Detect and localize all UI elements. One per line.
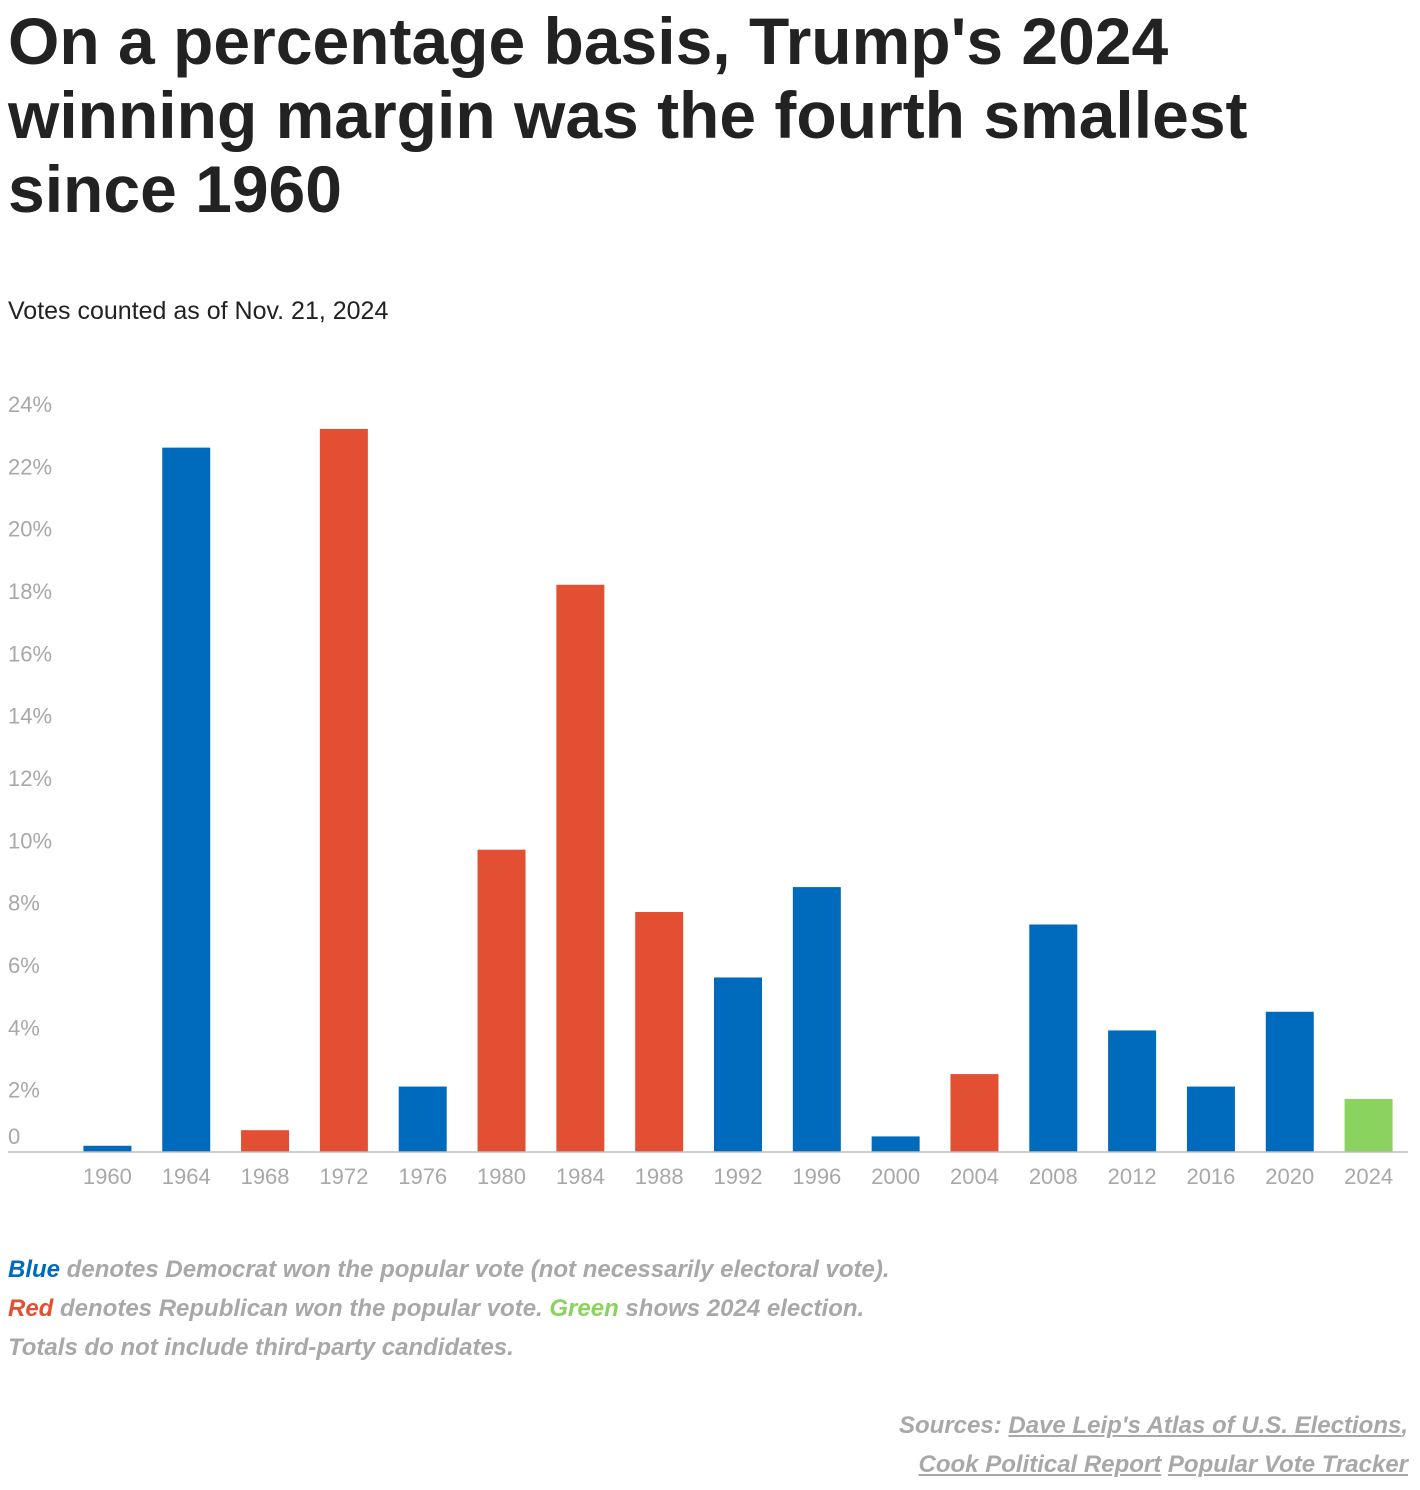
x-tick-label: 1988	[635, 1164, 684, 1189]
bar-1964	[162, 447, 211, 1153]
x-axis: 1960 1964 1968 1972 1976 1980 1984 1988 1992 1996…	[83, 1164, 1393, 1189]
bar-2000	[871, 1136, 920, 1152]
note-red-key: Red	[8, 1295, 54, 1322]
note-line-2: Red denotes Republican won the popular v…	[8, 1289, 890, 1328]
y-tick-label: 12%	[8, 766, 52, 791]
bar-1988	[635, 912, 684, 1152]
bar-chart: 02%4%6%8%10%12%14%16%18%20%22%24% 1960 19…	[8, 392, 1408, 1189]
x-tick-label: 2008	[1029, 1164, 1078, 1189]
bar-2024	[1344, 1099, 1393, 1152]
x-tick-label: 1964	[162, 1164, 211, 1189]
source-link-popular-vote-tracker[interactable]: Popular Vote Tracker	[1167, 1451, 1408, 1478]
x-tick-label: 1968	[241, 1164, 290, 1189]
y-tick-label: 14%	[8, 704, 52, 729]
x-tick-label: 1996	[792, 1164, 841, 1189]
y-tick-label: 18%	[8, 579, 52, 604]
chart-notes: Blue denotes Democrat won the popular vo…	[8, 1250, 890, 1367]
x-tick-label: 1984	[556, 1164, 605, 1189]
sources-line-1: Sources: Dave Leip's Atlas of U.S. Elect…	[899, 1406, 1408, 1445]
y-tick-label: 20%	[8, 517, 52, 542]
y-tick-label: 8%	[8, 891, 40, 916]
bar-2008	[1029, 924, 1078, 1152]
note-green-text: shows 2024 election.	[618, 1295, 865, 1322]
source-link-dave-leip[interactable]: Dave Leip's Atlas of U.S. Elections	[1008, 1412, 1402, 1439]
x-tick-label: 2024	[1344, 1164, 1393, 1189]
x-tick-label: 1992	[714, 1164, 763, 1189]
x-tick-label: 2016	[1186, 1164, 1235, 1189]
bar-1960	[83, 1145, 132, 1152]
bar-2012	[1108, 1030, 1157, 1152]
bar-1972	[319, 428, 368, 1152]
bar-2016	[1186, 1086, 1235, 1152]
x-tick-label: 2000	[871, 1164, 920, 1189]
source-link-cook-political[interactable]: Cook Political Report	[918, 1451, 1162, 1478]
note-line-1: Blue denotes Democrat won the popular vo…	[8, 1250, 890, 1289]
y-axis: 0 2% 4% 6% 8% 10% 12% 14% 16% 18% 20% 22% 24%	[8, 392, 52, 1149]
y-tick-label: 24%	[8, 392, 52, 417]
y-tick-label: 22%	[8, 454, 52, 479]
bar-1968	[241, 1130, 290, 1152]
note-green-key: Green	[549, 1295, 619, 1322]
note-blue-key: Blue	[8, 1256, 61, 1283]
sources-label: Sources:	[899, 1412, 1009, 1439]
x-tick-label: 2020	[1265, 1164, 1314, 1189]
chart-title: On a percentage basis, Trump's 2024 winn…	[8, 4, 1248, 226]
y-tick-label: 2%	[8, 1078, 40, 1103]
note-red-text: denotes Republican won the popular vote.	[53, 1295, 550, 1322]
x-tick-label: 2004	[950, 1164, 999, 1189]
bars	[83, 428, 1393, 1153]
sources: Sources: Dave Leip's Atlas of U.S. Elect…	[899, 1406, 1408, 1484]
bar-1976	[398, 1086, 447, 1152]
bar-2004	[950, 1074, 999, 1152]
x-tick-label: 1976	[398, 1164, 447, 1189]
y-tick-label: 0	[8, 1124, 20, 1149]
bar-1980	[477, 849, 526, 1152]
x-tick-label: 1960	[83, 1164, 132, 1189]
chart-subtitle: Votes counted as of Nov. 21, 2024	[8, 297, 389, 325]
y-tick-label: 16%	[8, 641, 52, 666]
y-tick-label: 6%	[8, 953, 40, 978]
bar-1984	[556, 584, 605, 1152]
y-tick-label: 10%	[8, 828, 52, 853]
bar-1992	[714, 977, 762, 1152]
bar-2020	[1265, 1011, 1314, 1152]
x-tick-label: 1980	[477, 1164, 526, 1189]
note-blue-text: denotes Democrat won the popular vote (n…	[60, 1256, 890, 1283]
x-tick-label: 2012	[1108, 1164, 1157, 1189]
x-tick-label: 1972	[319, 1164, 368, 1189]
sources-separator: ,	[1401, 1412, 1408, 1439]
note-line-3: Totals do not include third-party candid…	[8, 1334, 514, 1361]
sources-line-2: Cook Political Report Popular Vote Track…	[899, 1445, 1408, 1484]
bar-1996	[792, 887, 841, 1152]
y-tick-label: 4%	[8, 1015, 40, 1040]
